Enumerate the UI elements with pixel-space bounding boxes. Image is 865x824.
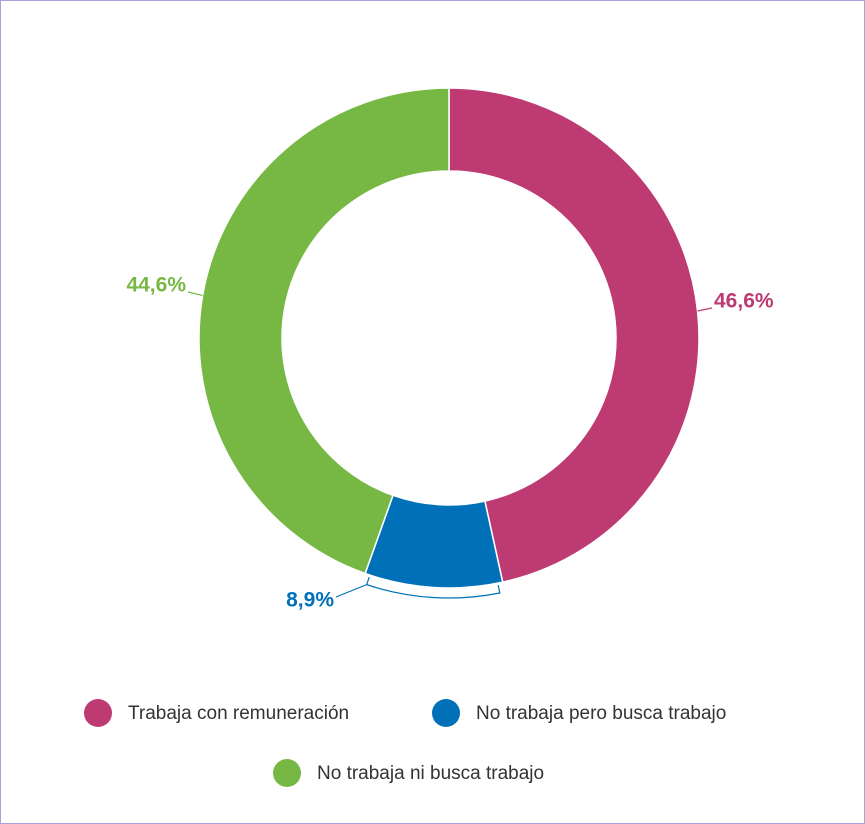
leader-line <box>187 291 203 297</box>
value-label: 8,9% <box>286 589 334 612</box>
value-label: 46,6% <box>714 290 774 313</box>
legend-swatch <box>84 699 112 727</box>
legend-label: No trabaja pero busca trabajo <box>476 703 726 724</box>
leader-line <box>697 307 713 312</box>
legend-label: Trabaja con remuneración <box>128 703 349 724</box>
donut-slice <box>448 87 700 584</box>
legend-swatch <box>273 759 301 787</box>
legend-swatch <box>432 699 460 727</box>
leader-line <box>335 576 501 599</box>
value-label: 44,6% <box>126 274 186 297</box>
legend-label: No trabaja ni busca trabajo <box>317 763 544 784</box>
donut-slice <box>198 87 450 575</box>
